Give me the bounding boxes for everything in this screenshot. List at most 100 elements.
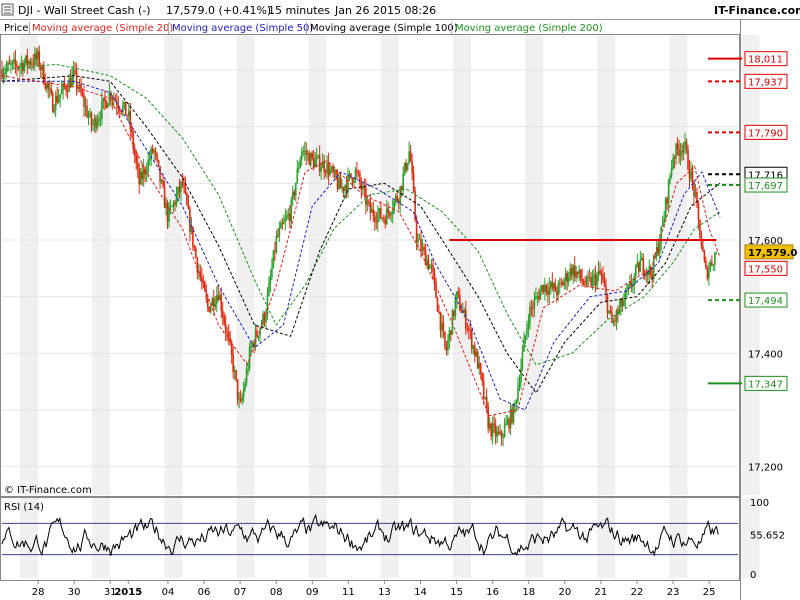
candle-body xyxy=(588,277,591,279)
candle-body xyxy=(584,283,586,285)
candle-body xyxy=(375,221,378,223)
candle-body xyxy=(420,239,422,251)
candle-body xyxy=(655,246,658,257)
candle-body xyxy=(414,191,416,220)
candle-body xyxy=(482,381,485,399)
candle-body xyxy=(363,186,366,189)
candle-body xyxy=(445,346,448,351)
candle-body xyxy=(350,173,352,178)
candle-body xyxy=(523,338,525,352)
candle-body xyxy=(390,214,393,216)
candle-body xyxy=(426,259,428,266)
candle-body xyxy=(411,160,413,173)
candle-body xyxy=(715,253,718,255)
candle-body xyxy=(223,316,226,324)
candle-body xyxy=(511,409,513,423)
candle-body xyxy=(429,265,431,269)
candle-body xyxy=(435,281,437,298)
candle-body xyxy=(227,332,230,338)
candle-body xyxy=(56,95,58,103)
candle-body xyxy=(699,219,701,238)
candle-body xyxy=(484,397,486,399)
timeframe: 15 minutes xyxy=(268,4,330,17)
candle-body xyxy=(215,295,218,304)
legend-sma200[interactable]: Moving average (Simple 200) xyxy=(455,23,603,34)
candle-body xyxy=(83,95,85,107)
sma200-line xyxy=(1,63,721,366)
candle-body xyxy=(496,431,498,437)
candle-body xyxy=(354,169,357,181)
candle-body xyxy=(493,423,495,426)
candle-body xyxy=(320,167,322,172)
candle-body xyxy=(211,298,214,306)
candle-body xyxy=(697,203,700,220)
candle-body xyxy=(427,259,430,269)
candle-body xyxy=(551,282,554,289)
candle-body xyxy=(387,208,390,213)
y-tick-label: 17,400 xyxy=(748,349,783,360)
candle-body xyxy=(636,262,639,267)
candle-body xyxy=(545,284,548,292)
candle-body xyxy=(409,151,412,161)
candle-body xyxy=(684,141,686,146)
candle-body xyxy=(221,310,224,317)
candle-body xyxy=(102,97,105,102)
candle-body xyxy=(663,218,665,223)
sma50-line xyxy=(2,80,721,411)
candle-body xyxy=(77,86,79,89)
candle-body xyxy=(709,262,712,270)
candle-body xyxy=(86,105,88,118)
candle-body xyxy=(127,111,130,116)
legend-sma100[interactable]: Moving average (Simple 100) xyxy=(310,23,458,34)
candle-body xyxy=(648,266,651,275)
x-tick-label: 08 xyxy=(270,587,283,598)
candle-body xyxy=(669,175,671,180)
candle-body xyxy=(184,185,187,194)
candle-body xyxy=(62,83,64,90)
candle-body xyxy=(244,383,246,390)
candle-body xyxy=(133,149,136,156)
legend-sma50[interactable]: Moving average (Simple 50) xyxy=(172,23,313,34)
candle-body xyxy=(691,170,694,182)
candle-body xyxy=(192,226,194,247)
candle-body xyxy=(380,208,382,219)
candle-body xyxy=(368,200,370,202)
candle-body xyxy=(673,157,676,159)
legend-price[interactable]: Price xyxy=(4,23,28,34)
level-label: 17,550 xyxy=(748,264,783,275)
candle-body xyxy=(293,191,296,196)
candle-body xyxy=(640,257,643,261)
candle-body xyxy=(8,62,11,65)
candle-body xyxy=(336,178,339,189)
candle-body xyxy=(448,330,451,341)
candle-body xyxy=(66,90,69,92)
candle-body xyxy=(614,320,616,322)
legend-sma20[interactable]: Moving average (Simple 20) xyxy=(32,23,173,34)
candle-body xyxy=(690,170,692,179)
x-tick-label: 04 xyxy=(162,587,175,598)
candle-body xyxy=(578,269,580,274)
candle-body xyxy=(110,92,112,100)
candle-body xyxy=(552,283,555,289)
brand-link[interactable]: IT-Finance.com xyxy=(714,4,800,17)
candle-body xyxy=(514,402,516,404)
candle-body xyxy=(541,285,543,291)
level-tag xyxy=(744,375,788,391)
candle-body xyxy=(242,389,245,398)
candle-body xyxy=(13,59,15,62)
candle-body xyxy=(454,300,457,316)
candle-body xyxy=(702,245,704,252)
candle-body xyxy=(208,306,211,312)
candle-body xyxy=(335,170,337,179)
day-band xyxy=(380,35,399,495)
candle-body xyxy=(326,162,328,173)
candle-body xyxy=(280,223,282,229)
level-label: 17,697 xyxy=(748,181,783,192)
candle-body xyxy=(314,159,316,168)
candle-body xyxy=(479,363,482,374)
candle-body xyxy=(11,61,14,65)
candle-body xyxy=(347,174,349,191)
candle-body xyxy=(53,110,55,113)
candle-body xyxy=(415,219,418,243)
